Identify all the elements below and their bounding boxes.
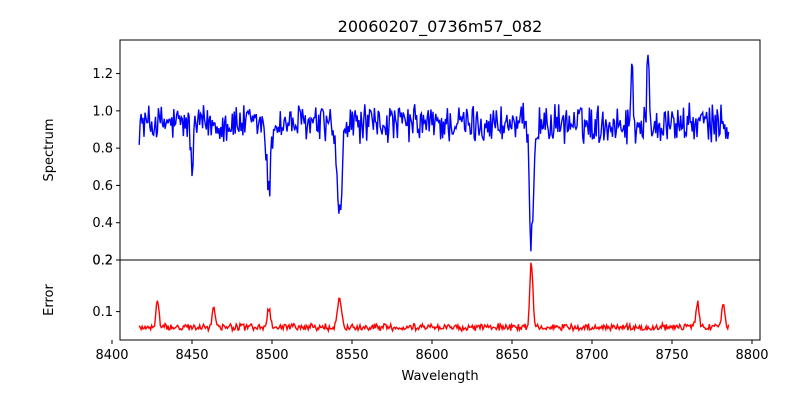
error-y-ticks: 0.1 0.2 — [92, 254, 120, 320]
x-tick-label: 8450 — [175, 348, 208, 363]
spectrum-y-tick-label: 1.2 — [92, 67, 113, 82]
spectrum-y-label: Spectrum — [42, 119, 57, 182]
x-tick-label: 8550 — [335, 348, 368, 363]
chart-title: 20060207_0736m57_082 — [338, 17, 543, 37]
x-tick-label: 8800 — [735, 348, 768, 363]
x-tick-label: 8500 — [255, 348, 288, 363]
spectrum-series-line — [138, 54, 730, 252]
error-y-tick-label: 0.1 — [92, 305, 113, 320]
x-tick-label: 8600 — [415, 348, 448, 363]
x-tick-label: 8750 — [655, 348, 688, 363]
error-y-tick-label: 0.2 — [92, 254, 113, 269]
spectrum-y-tick-label: 0.4 — [92, 216, 113, 231]
error-panel: 0.10.2 8400 8450 8500 8550 8600 8650 8700 8750 8… — [42, 254, 769, 385]
x-tick-label: 8700 — [575, 348, 608, 363]
x-axis-label: Wavelength — [401, 369, 478, 384]
error-y-label: Error — [42, 284, 57, 316]
spectrum-panel: 0.2 0.4 0.6 0.8 1.0 1.2 Spectrum — [42, 39, 761, 269]
spectrum-y-tick-label: 1.0 — [92, 104, 113, 119]
spectrum-y-ticks: 0.2 0.4 0.6 0.8 1.0 1.2 — [92, 67, 120, 269]
error-series-line — [138, 262, 730, 334]
spectrum-y-tick-label: 0.8 — [92, 142, 113, 157]
spectrum-y-tick-label: 0.2 — [92, 254, 113, 269]
x-tick-label: 8650 — [495, 348, 528, 363]
spectrum-y-tick-label: 0.6 — [92, 179, 113, 194]
x-axis-ticks: 8400 8450 8500 8550 8600 8650 8700 8750 8800 — [95, 340, 769, 363]
x-tick-label: 8400 — [95, 348, 128, 363]
error-axes-frame — [119, 259, 761, 341]
